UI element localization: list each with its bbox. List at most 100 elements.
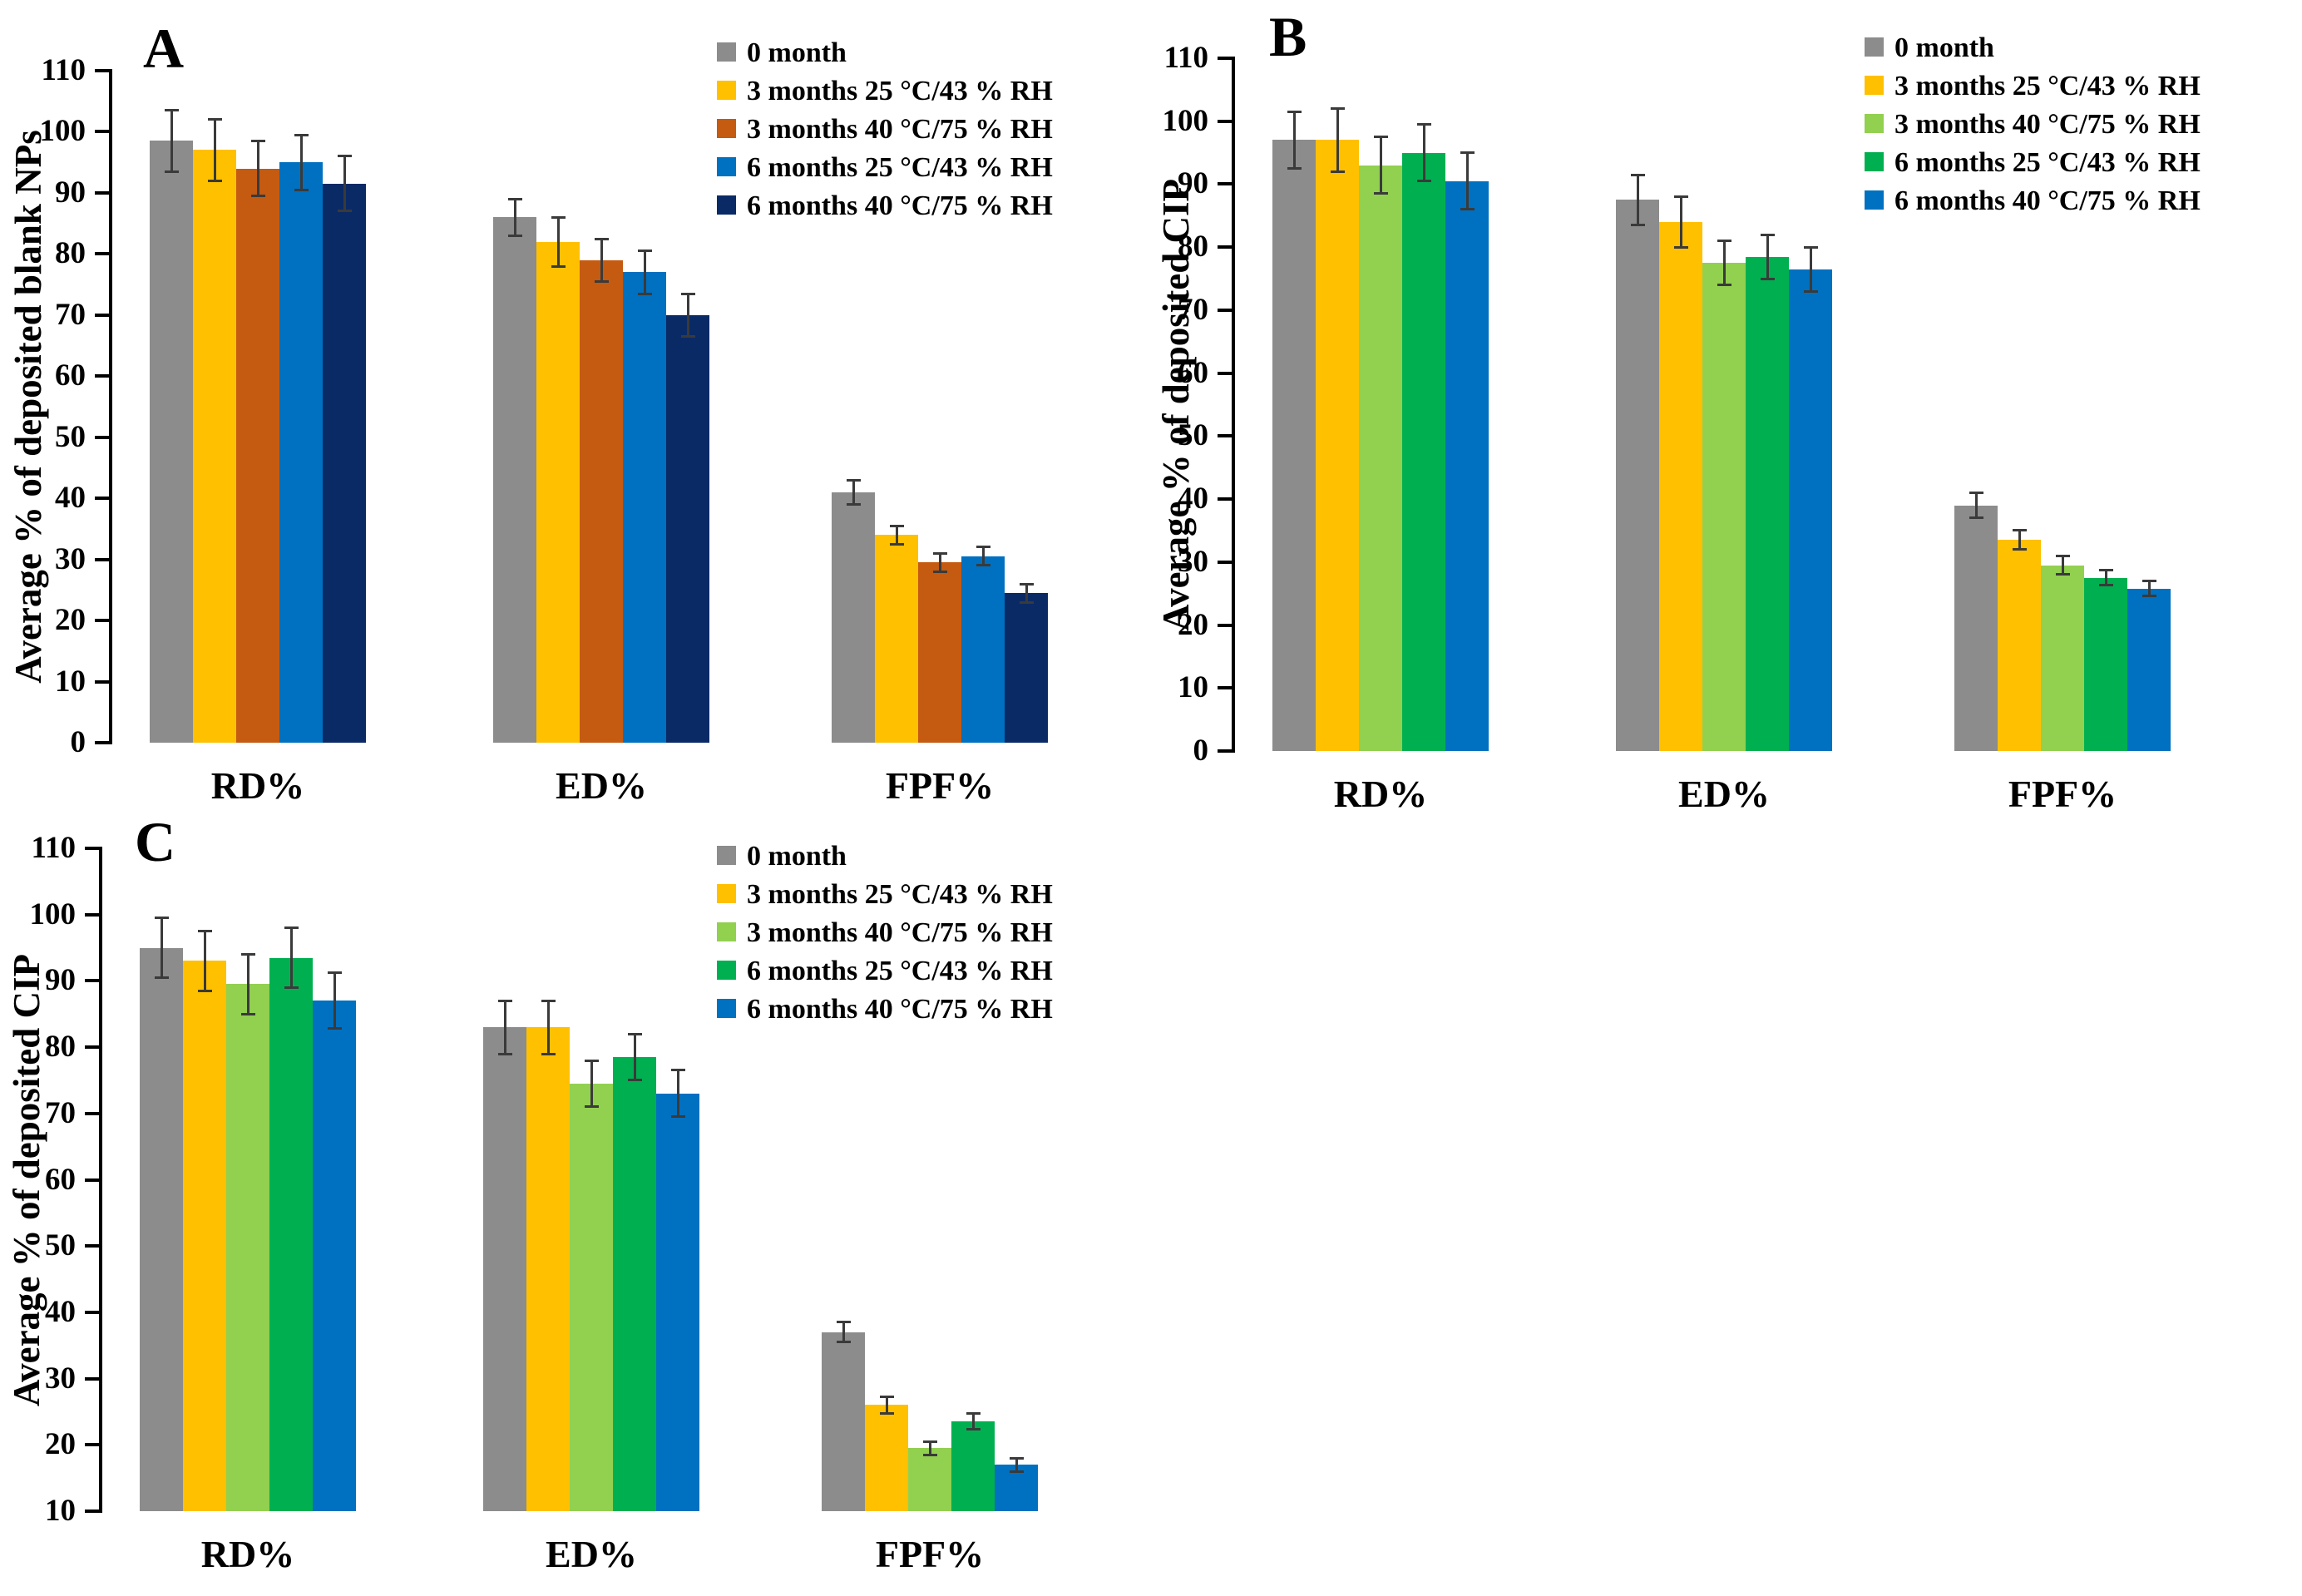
error-bar bbox=[289, 927, 293, 988]
y-tick-label: 100 bbox=[39, 114, 86, 149]
y-tick-label: 70 bbox=[1178, 292, 1208, 327]
bar bbox=[1702, 263, 1746, 751]
bar bbox=[1005, 593, 1048, 743]
error-bar-cap bbox=[497, 1052, 512, 1055]
legend-item: 3 months 40 °C/75 % RH bbox=[717, 111, 1053, 147]
error-bar-cap bbox=[154, 917, 169, 920]
legend-item: 3 months 25 °C/43 % RH bbox=[1865, 68, 2201, 104]
error-bar bbox=[1292, 111, 1296, 169]
bar bbox=[2127, 588, 2171, 751]
error-bar-cap bbox=[497, 999, 512, 1002]
error-bar-cap bbox=[670, 1069, 685, 1072]
error-bar-cap bbox=[164, 109, 179, 112]
y-tick-label: 60 bbox=[55, 358, 86, 393]
error-bar-cap bbox=[1330, 170, 1345, 173]
panel-b-plot-area: 0 10 20 30 40 50 60 70 80 90 100 110 RD% ED% FPF% bbox=[1163, 41, 2208, 815]
error-bar-cap bbox=[922, 1440, 937, 1443]
error-bar-cap bbox=[889, 542, 904, 546]
legend-item: 6 months 25 °C/43 % RH bbox=[717, 953, 1053, 989]
error-bar-cap bbox=[1969, 492, 1983, 495]
error-bar-cap bbox=[207, 179, 222, 182]
error-bar bbox=[1422, 124, 1425, 181]
x-category-label: FPF% bbox=[2008, 773, 2117, 815]
bar bbox=[2084, 577, 2127, 751]
y-tick-label: 100 bbox=[29, 897, 77, 931]
error-bar-cap bbox=[1803, 245, 1818, 249]
y-axis-tick bbox=[85, 912, 99, 917]
bar bbox=[483, 1027, 526, 1511]
y-axis-tick bbox=[95, 190, 109, 195]
panel-a-plot-area: 0 10 20 30 40 50 60 70 80 90 100 110 RD% ED% FPF% bbox=[40, 53, 1085, 807]
y-axis-tick bbox=[95, 619, 109, 623]
y-axis-tick bbox=[1218, 623, 1232, 627]
bar bbox=[193, 150, 236, 743]
panel-c-letter: C bbox=[135, 810, 176, 873]
error-bar-cap bbox=[627, 1079, 642, 1082]
error-bar-cap bbox=[1803, 289, 1818, 293]
error-bar bbox=[928, 1441, 931, 1455]
bar bbox=[570, 1083, 613, 1511]
error-bar-cap bbox=[2055, 554, 2070, 557]
error-bar bbox=[1379, 136, 1382, 194]
error-bar-cap bbox=[1760, 277, 1775, 280]
panel-a: A Average % of deposited blank NPs 0 10 20… bbox=[0, 0, 1151, 807]
legend-label: 6 months 40 °C/75 % RH bbox=[747, 994, 1053, 1025]
error-bar bbox=[160, 917, 163, 978]
error-bar-cap bbox=[976, 564, 990, 567]
error-bar-cap bbox=[327, 1027, 342, 1030]
error-bar bbox=[546, 1001, 550, 1055]
error-bar-cap bbox=[584, 1105, 599, 1109]
bar bbox=[140, 947, 183, 1511]
bar bbox=[623, 272, 666, 743]
error-bar-cap bbox=[2141, 580, 2156, 583]
error-bar bbox=[1336, 108, 1339, 172]
y-axis-tick bbox=[95, 435, 109, 439]
error-bar-cap bbox=[1460, 208, 1475, 211]
bar bbox=[865, 1405, 908, 1511]
error-bar-cap bbox=[507, 197, 522, 200]
error-bar-cap bbox=[976, 546, 990, 549]
y-tick-label: 20 bbox=[45, 1427, 76, 1462]
error-bar bbox=[1809, 247, 1812, 292]
x-category-label: ED% bbox=[1678, 773, 1770, 815]
y-axis-line bbox=[109, 69, 112, 744]
bar bbox=[269, 957, 313, 1511]
bar bbox=[875, 535, 918, 743]
error-bar-cap bbox=[1969, 516, 1983, 520]
panel-b: B Average % of deposited CIP 0 10 20 30 40 50… bbox=[1151, 0, 2302, 815]
y-axis-tick bbox=[85, 1310, 99, 1314]
error-bar bbox=[686, 294, 689, 337]
x-category-label: RD% bbox=[200, 1533, 295, 1575]
error-bar-cap bbox=[197, 989, 212, 992]
legend-label: 3 months 25 °C/43 % RH bbox=[747, 879, 1053, 910]
y-tick-label: 110 bbox=[31, 831, 76, 865]
error-bar bbox=[170, 110, 173, 172]
error-bar-cap bbox=[154, 976, 169, 979]
y-tick-label: 40 bbox=[45, 1294, 76, 1329]
error-bar-cap bbox=[1630, 224, 1645, 227]
bar bbox=[961, 556, 1005, 743]
legend-color-swatch bbox=[717, 195, 736, 215]
y-tick-label: 40 bbox=[55, 481, 86, 516]
legend-item: 3 months 25 °C/43 % RH bbox=[717, 73, 1053, 109]
bar bbox=[666, 314, 709, 743]
bar bbox=[226, 984, 269, 1511]
y-tick-label: 20 bbox=[55, 603, 86, 638]
legend-color-swatch bbox=[717, 846, 736, 865]
error-bar-cap bbox=[1330, 107, 1345, 111]
y-axis-line bbox=[1232, 57, 1235, 753]
legend-item: 0 month bbox=[1865, 30, 2201, 66]
legend-label: 6 months 40 °C/75 % RH bbox=[747, 190, 1053, 221]
bar bbox=[150, 141, 193, 743]
bar bbox=[1316, 140, 1359, 751]
bar bbox=[2041, 565, 2084, 751]
bar bbox=[580, 259, 623, 743]
error-bar bbox=[343, 156, 346, 211]
error-bar-cap bbox=[551, 264, 566, 268]
y-tick-label: 90 bbox=[55, 175, 86, 210]
error-bar-cap bbox=[637, 292, 652, 295]
y-axis-tick bbox=[95, 374, 109, 378]
x-category-label: FPF% bbox=[875, 1533, 985, 1575]
error-bar bbox=[299, 135, 303, 190]
legend-color-swatch bbox=[1865, 114, 1884, 133]
